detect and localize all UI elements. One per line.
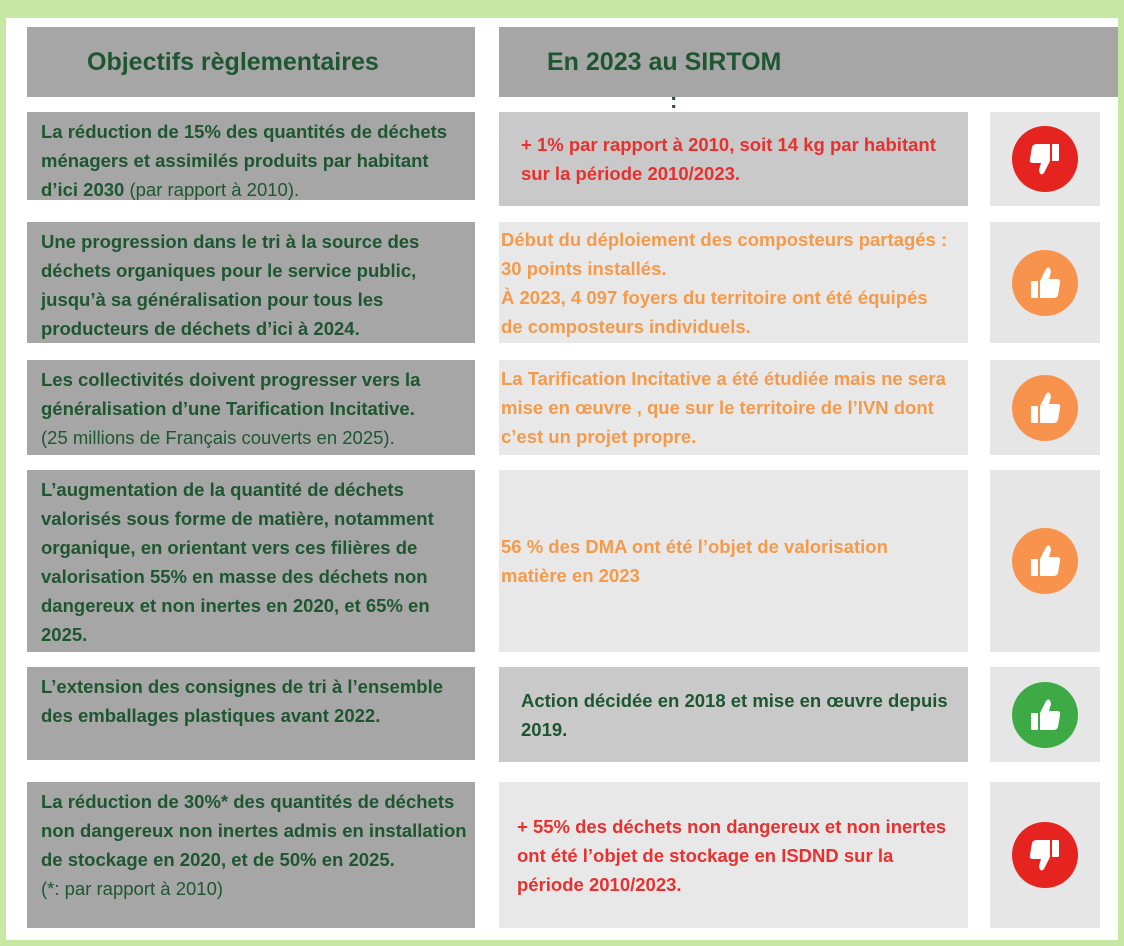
objective: La réduction de 15% des quantités de déc… xyxy=(27,112,475,200)
objective: Une progression dans le tri à la source … xyxy=(27,222,475,343)
header-text: Objectifs règlementaires xyxy=(87,47,379,76)
objective-note: (par rapport à 2010). xyxy=(124,179,300,200)
objective-note: (25 millions de Français couverts en 202… xyxy=(41,427,395,448)
status-box xyxy=(990,360,1100,455)
objective-note: (*: par rapport à 2010) xyxy=(41,878,224,899)
objective-text: Une progression dans le tri à la source … xyxy=(41,231,420,339)
objective-text: L’extension des consignes de tri à l’ens… xyxy=(41,676,443,726)
result-text: 56 % des DMA ont été l’objet de valorisa… xyxy=(501,536,888,586)
status-box xyxy=(990,222,1100,343)
result: La Tarification Incitative a été étudiée… xyxy=(499,360,968,455)
header-left: Objectifs règlementaires xyxy=(27,27,475,97)
colon: : xyxy=(670,88,678,113)
objective-text: La réduction de 15% des quantités de déc… xyxy=(41,121,448,200)
objective-text: L’augmentation de la quantité de déchets… xyxy=(41,479,434,645)
result-text: + 1% par rapport à 2010, soit 14 kg par … xyxy=(521,134,936,184)
header-right: En 2023 au SIRTOM xyxy=(499,27,1118,97)
content: Objectifs règlementaires En 2023 au SIRT… xyxy=(6,18,1118,940)
result-text: Action décidée en 2018 et mise en œuvre … xyxy=(521,689,948,740)
objective-text: La réduction de 30%* des quantités de dé… xyxy=(41,791,467,870)
result-text: La Tarification Incitative a été étudiée… xyxy=(501,368,946,447)
objective: L’augmentation de la quantité de déchets… xyxy=(27,470,475,652)
status-box xyxy=(990,782,1100,928)
thumb-up-icon xyxy=(1012,681,1078,748)
result-text: À 2023, 4 097 foyers du territoire ont é… xyxy=(501,286,928,337)
objective: La réduction de 30%* des quantités de dé… xyxy=(27,782,475,928)
thumb-up-icon xyxy=(1012,528,1078,594)
result: Début du déploiement des composteurs par… xyxy=(499,222,968,343)
thumb-up-icon xyxy=(1012,249,1078,316)
result: + 55% des déchets non dangereux et non i… xyxy=(499,782,968,928)
status-box xyxy=(990,667,1100,762)
thumb-down-icon xyxy=(1012,822,1078,888)
result: 56 % des DMA ont été l’objet de valorisa… xyxy=(499,470,968,652)
thumb-up-icon xyxy=(1012,374,1078,441)
status-box xyxy=(990,470,1100,652)
objective-text: Les collectivités doivent progresser ver… xyxy=(41,369,421,419)
thumb-down-icon xyxy=(1012,126,1078,192)
result-text: Début du déploiement des composteurs par… xyxy=(501,228,948,279)
result: Action décidée en 2018 et mise en œuvre … xyxy=(499,667,968,762)
result: + 1% par rapport à 2010, soit 14 kg par … xyxy=(499,112,968,206)
objective: Les collectivités doivent progresser ver… xyxy=(27,360,475,455)
header-text: En 2023 au SIRTOM xyxy=(547,47,782,76)
status-box xyxy=(990,112,1100,206)
objective: L’extension des consignes de tri à l’ens… xyxy=(27,667,475,760)
result-text: + 55% des déchets non dangereux et non i… xyxy=(517,815,947,895)
